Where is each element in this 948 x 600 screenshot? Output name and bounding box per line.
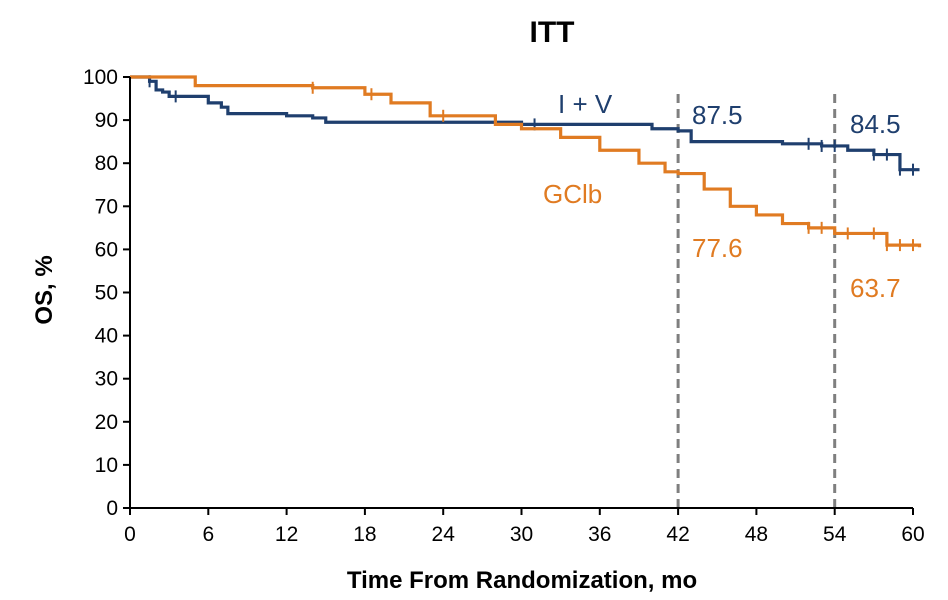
x-tick-label-5: 30: [510, 523, 533, 546]
x-tick-label-2: 12: [275, 523, 298, 546]
axis-layer: 0 6 12 18 24 30 36 42 48 54 60 0 10 20 30 40 50 60 70 80 90 1…: [83, 66, 925, 546]
y-tick-label-0: 0: [106, 497, 118, 520]
y-tick-label-5: 50: [95, 282, 118, 305]
x-tick-label-8: 48: [745, 523, 768, 546]
y-tick-label-8: 80: [95, 152, 118, 175]
annotation-layer: I + V GClb 87.5 84.5 77.6 63.7: [543, 89, 901, 303]
y-tick-label-3: 30: [95, 368, 118, 391]
y-axis-title: OS, %: [31, 255, 58, 324]
x-tick-label-6: 36: [588, 523, 611, 546]
annotation-iv-42: 87.5: [692, 100, 743, 130]
y-tick-label-4: 40: [95, 325, 118, 348]
plot-layer: [130, 75, 922, 508]
annotation-gclb-54: 63.7: [850, 273, 901, 303]
y-tick-label-6: 60: [95, 238, 118, 261]
x-tick-label-0: 0: [124, 523, 136, 546]
x-axis-title: Time From Randomization, mo: [347, 567, 697, 594]
y-tick-label-2: 20: [95, 411, 118, 434]
x-tick-label-3: 18: [353, 523, 376, 546]
chart-title: ITT: [530, 16, 575, 49]
x-tick-label-1: 6: [202, 523, 214, 546]
x-tick-label-9: 54: [823, 523, 847, 546]
annotation-gclb-label: GClb: [543, 179, 602, 209]
x-tick-label-10: 60: [901, 523, 924, 546]
series-line-1: [130, 75, 922, 248]
x-tick-label-4: 24: [432, 523, 456, 546]
annotation-iv-54: 84.5: [850, 109, 901, 139]
y-tick-label-9: 90: [95, 109, 118, 132]
y-tick-label-7: 70: [95, 195, 118, 218]
annotation-iv-label: I + V: [558, 89, 613, 119]
series-line-0: [130, 75, 920, 172]
annotation-gclb-42: 77.6: [692, 233, 743, 263]
y-tick-label-1: 10: [95, 454, 118, 477]
y-tick-label-10: 100: [83, 66, 118, 89]
x-tick-label-7: 42: [666, 523, 689, 546]
